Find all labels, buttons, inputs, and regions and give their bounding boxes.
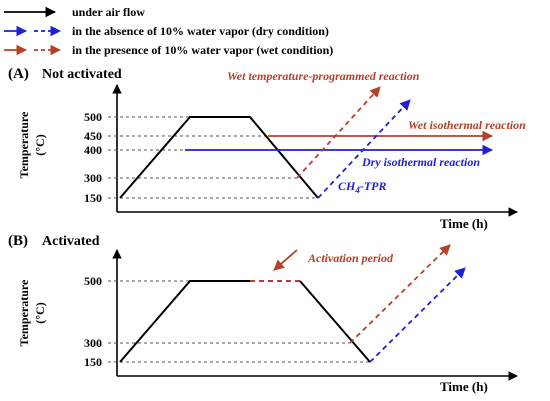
panel-a-air-profile xyxy=(119,116,319,199)
panel-a-ch4-tpr-label: CH4-TPR xyxy=(338,179,387,195)
panel-b-air-ramp-down xyxy=(299,280,371,363)
panel-a-tick-150: 150 xyxy=(84,191,102,205)
panel-a-label: (A) xyxy=(8,66,29,82)
panel-a-tick-500: 500 xyxy=(84,110,102,124)
legend-wet-label: in the presence of 10% water vapor (wet … xyxy=(72,43,333,57)
panel-a-ch4-tpr-main: CH xyxy=(338,179,356,193)
panel-a-xlabel: Time (h) xyxy=(440,216,488,231)
legend: under air flow in the absence of 10% wat… xyxy=(4,5,333,57)
panel-b-title: Activated xyxy=(42,234,100,249)
panel-b-dry-tpr-ramp xyxy=(369,267,466,363)
panel-a-ch4-tpr-tail: -TPR xyxy=(360,179,387,193)
panel-b-yunit: (°C) xyxy=(33,302,47,323)
panel-a-yunit: (°C) xyxy=(33,134,47,155)
panel-a-tick-450: 450 xyxy=(84,129,102,143)
panel-a-dry-tpr-ramp xyxy=(317,99,411,199)
panel-b-tick-150: 150 xyxy=(84,355,102,369)
panel-b-air-ramp-up xyxy=(119,280,250,363)
panel-b-tick-300: 300 xyxy=(84,336,102,350)
panel-a-dry-iso-label: Dry isothermal reaction xyxy=(361,155,480,169)
panel-a-wet-iso-label: Wet isothermal reaction xyxy=(408,118,526,132)
panel-a-title: Not activated xyxy=(42,67,122,82)
panel-a: (A) Not activated Temperature (°C) 500 4… xyxy=(8,66,526,231)
legend-dry-label: in the absence of 10% water vapor (dry c… xyxy=(72,24,329,38)
panel-b-activation-pointer xyxy=(273,249,298,271)
panel-a-ch4-tpr-sub: 4 xyxy=(354,185,360,195)
panel-a-wet-tpr-label: Wet temperature-programmed reaction xyxy=(227,69,420,83)
panel-a-ylabel: Temperature xyxy=(17,111,31,178)
panel-a-wet-tpr-ramp xyxy=(296,86,381,179)
legend-air-label: under air flow xyxy=(72,5,145,19)
panel-b-activation-label: Activation period xyxy=(307,251,394,265)
panel-b-ylabel: Temperature xyxy=(17,279,31,346)
panel-b: (B) Activated Temperature (°C) 500 300 1… xyxy=(8,233,518,394)
panel-b-label: (B) xyxy=(8,233,28,249)
panel-a-tick-400: 400 xyxy=(84,143,102,157)
panel-b-xlabel: Time (h) xyxy=(440,379,488,394)
panel-b-tick-500: 500 xyxy=(84,274,102,288)
panel-a-tick-300: 300 xyxy=(84,171,102,185)
